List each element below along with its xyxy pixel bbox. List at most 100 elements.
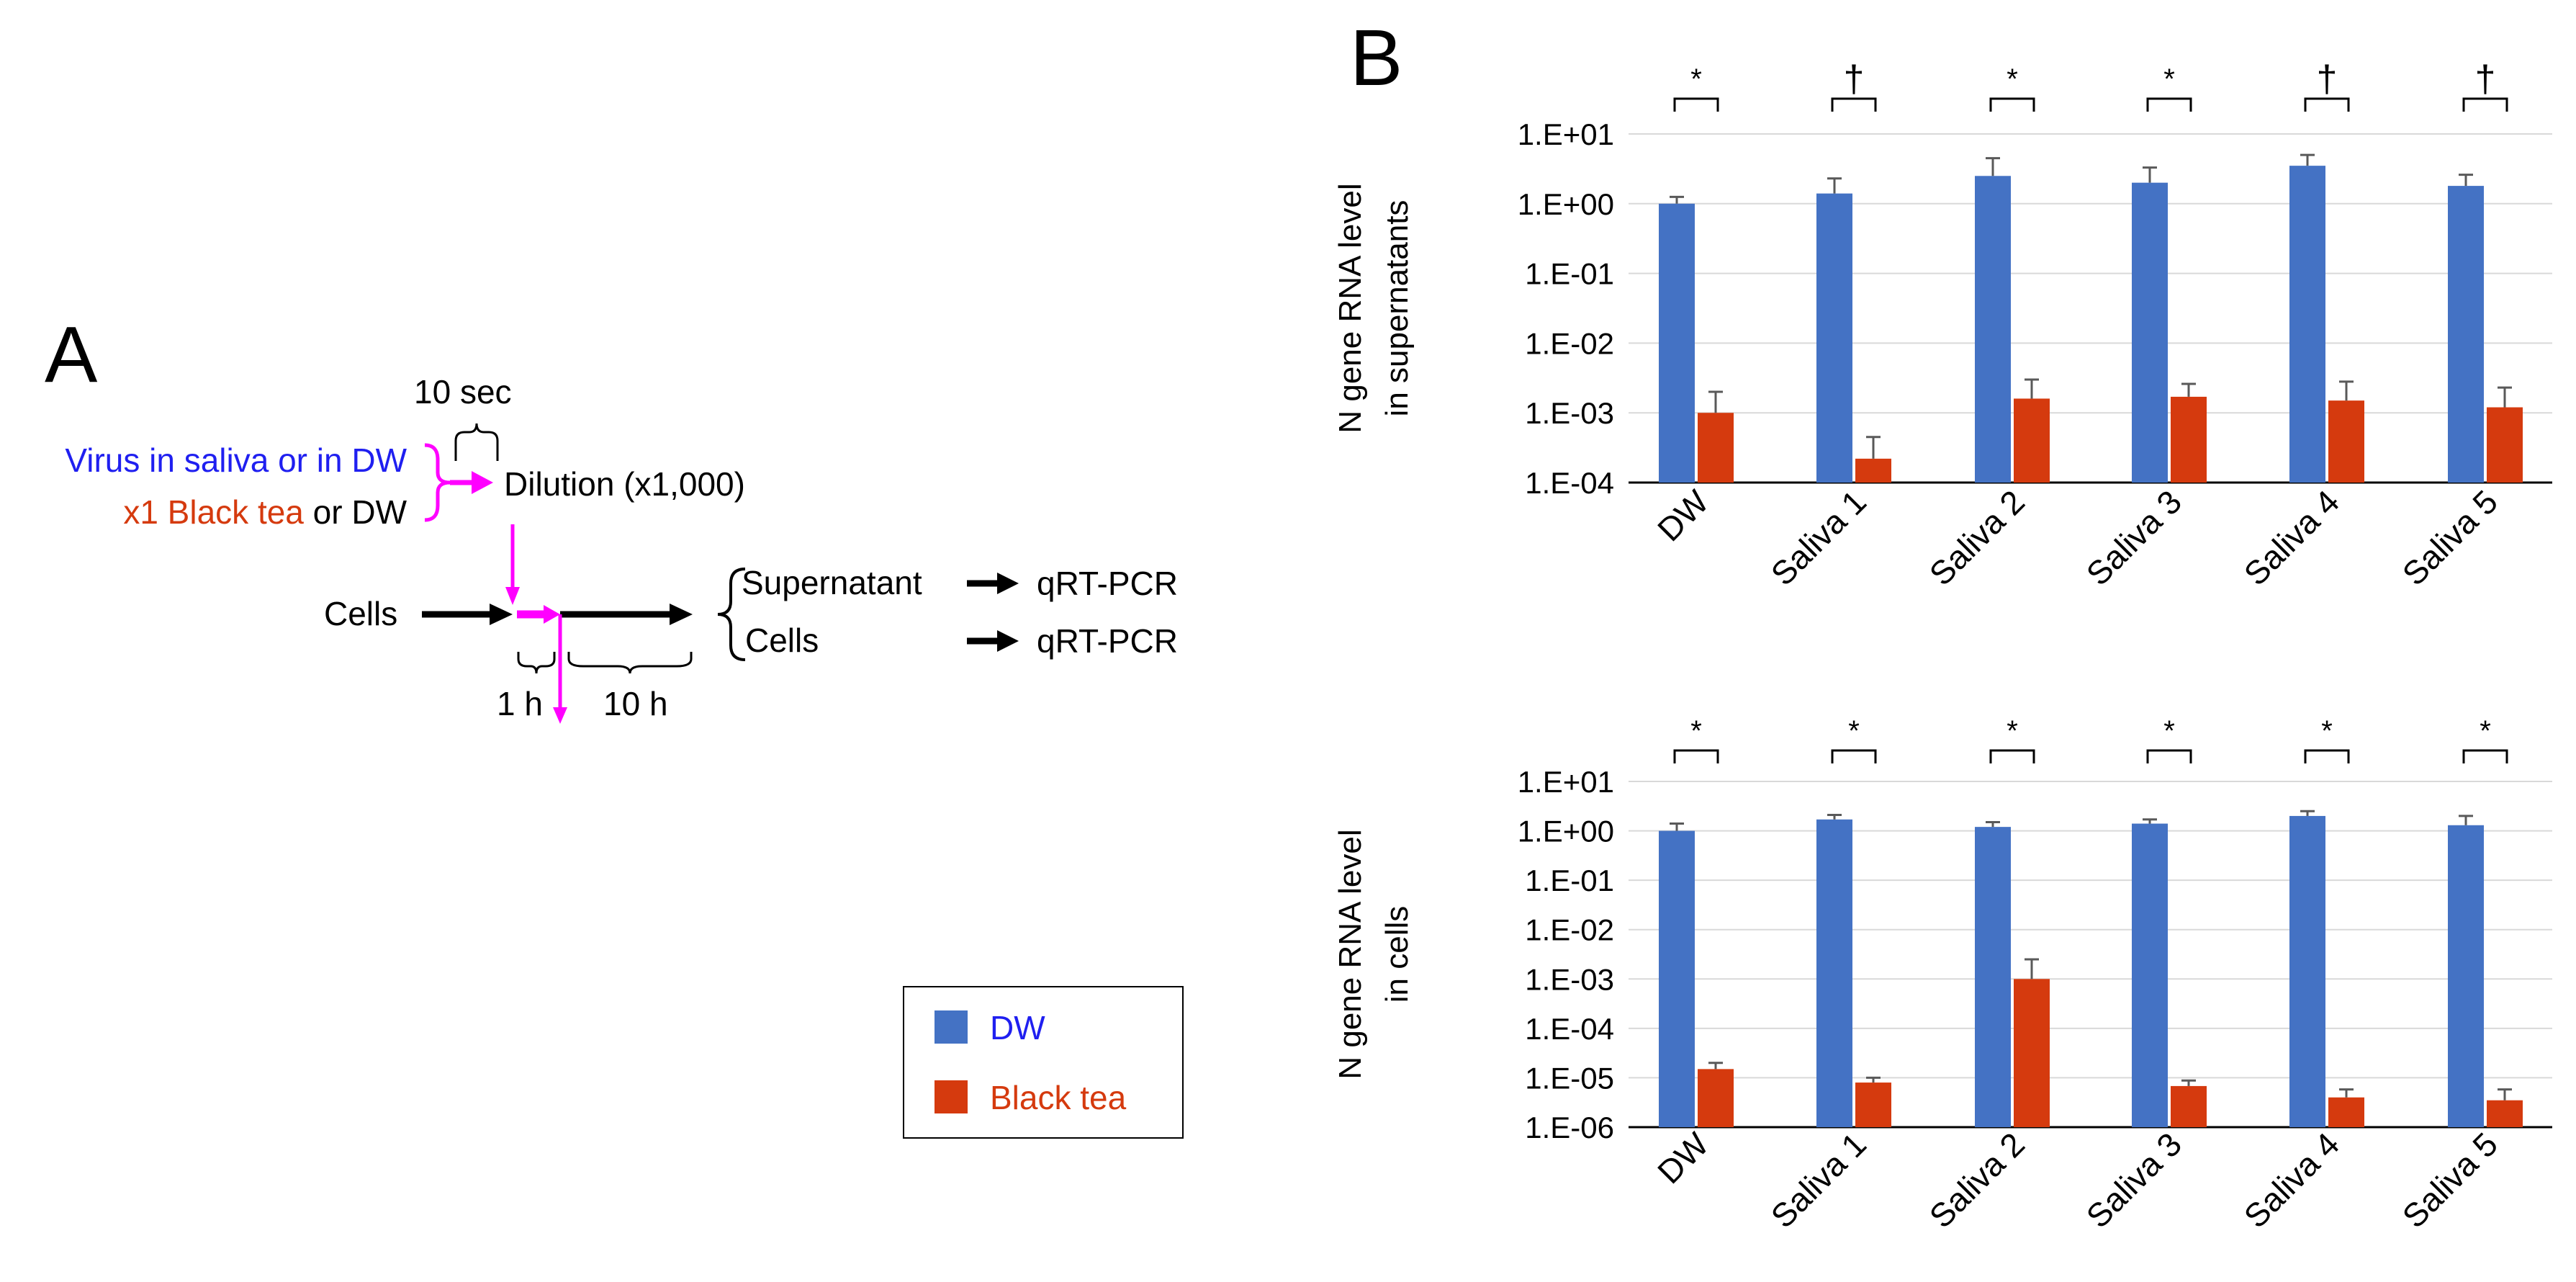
panel-a-schematic: A 10 sec Virus in saliva or in DW x1 Bla… [45,310,1178,724]
significance-bracket [1989,749,2035,763]
time-10h-label: 10 h [603,685,668,722]
time-1h-label: 1 h [497,685,543,722]
qrt-pcr-cells-text: qRT-PCR [1037,622,1178,660]
y-tick-label: 1.E-03 [1525,396,1614,430]
significance-marker: † [2317,58,2338,100]
bar-dw [2448,186,2484,483]
bar-black-tea [2171,1085,2207,1127]
y-tick-label: 1.E-04 [1525,466,1614,500]
legend-swatch-dw [935,1010,968,1044]
time-10sec-label: 10 sec [414,373,512,411]
significance-marker: * [2163,715,2175,747]
brace-10sec [454,423,499,461]
magenta-wash-arrow-head [553,707,567,724]
significance-marker: * [1690,715,1702,747]
significance-bracket [2462,749,2508,763]
brace-1h [517,652,556,674]
y-tick-label: 1.E-02 [1525,326,1614,360]
chart-cells: 1.E+01 1.E+00 1.E-01 1.E-02 1.E-03 1.E-04 1.E-… [1333,715,2552,1235]
black-tea-text: x1 Black tea [123,493,304,531]
y-tick-label: 1.E+00 [1518,815,1614,848]
significance-bracket [2146,97,2192,112]
dilution-text: Dilution (x1,000) [504,465,745,503]
y-axis-label: N gene RNA level [1333,183,1368,433]
x-category-label: DW [1650,483,1716,548]
y-tick-label: 1.E-05 [1525,1061,1614,1095]
bar-dw [2289,166,2325,483]
x-category-label: Saliva 4 [2237,1125,2346,1234]
x-category-label: Saliva 2 [1922,483,2032,592]
significance-marker: * [2007,63,2018,95]
significance-bracket [1673,749,1719,763]
bar-black-tea [2171,396,2207,483]
y-tick-label: 1.E-01 [1525,257,1614,291]
bar-black-tea [2487,1100,2523,1127]
x-category-label: Saliva 4 [2237,483,2346,592]
x-category-label: Saliva 3 [2079,483,2189,592]
y-tick-label: 1.E-04 [1525,1012,1614,1046]
cells-start-text: Cells [324,595,397,632]
qrt-pcr-supernatant-text: qRT-PCR [1037,565,1178,602]
y-tick-label: 1.E-02 [1525,913,1614,947]
y-axis-label: in supernatants [1379,200,1415,417]
bar-dw [1816,819,1852,1127]
bar-dw [1659,830,1695,1127]
significance-bracket [1831,97,1877,112]
x-category-label: Saliva 2 [1922,1125,2032,1234]
bar-black-tea [1698,1069,1734,1127]
significance-bracket [1673,97,1719,112]
bar-dw [2289,815,2325,1127]
significance-bracket [1989,97,2035,112]
x-category-label: Saliva 3 [2079,1125,2189,1234]
legend-label-dw: DW [990,1009,1045,1046]
bar-dw [1659,203,1695,483]
virus-saliva-text: Virus in saliva or in DW [65,441,407,479]
x-category-label: Saliva 5 [2395,1125,2505,1234]
y-tick-label: 1.E-03 [1525,962,1614,996]
arrow-qrt1-head [997,573,1019,594]
bar-black-tea [2328,400,2364,483]
bar-black-tea [2014,398,2050,483]
bar-dw [1975,827,2011,1127]
legend-swatch-black-tea [935,1080,968,1113]
legend: DW Black tea [903,986,1184,1139]
bar-dw [1816,193,1852,483]
significance-bracket [2304,97,2350,112]
bar-black-tea [1698,413,1734,483]
output-brace [717,568,746,661]
y-axis-label: in cells [1379,906,1415,1003]
chart-supernatants: 1.E+01 1.E+00 1.E-01 1.E-02 1.E-03 1.E-04 * DW †… [1333,58,2552,593]
y-tick-label: 1.E+01 [1518,117,1614,151]
black-tea-line: x1 Black tea or DW [123,493,407,531]
black-arrow-1-head [490,604,513,625]
y-tick-label: 1.E-01 [1525,864,1614,897]
y-axis-label: N gene RNA level [1333,829,1368,1079]
significance-marker: † [1844,58,1865,100]
significance-marker: * [2480,715,2491,747]
arrow-qrt2-head [997,630,1019,652]
y-tick-label: 1.E+00 [1518,187,1614,221]
magenta-incubation-head [544,605,560,624]
y-tick-label: 1.E+01 [1518,765,1614,799]
significance-marker: * [2163,63,2175,95]
significance-marker: † [2475,58,2496,100]
significance-bracket [2304,749,2350,763]
brace-10h [567,652,693,674]
x-category-label: Saliva 1 [1764,483,1873,592]
significance-marker: * [1690,63,1702,95]
bar-black-tea [1855,1082,1891,1127]
cells-output-text: Cells [745,622,819,659]
bar-black-tea [2487,407,2523,483]
x-category-label: Saliva 5 [2395,483,2505,592]
y-tick-label: 1.E-06 [1525,1111,1614,1144]
significance-marker: * [1848,715,1860,747]
x-category-label: DW [1650,1125,1716,1191]
significance-bracket [1831,749,1877,763]
bar-dw [1975,176,2011,483]
bar-black-tea [2014,979,2050,1127]
magenta-brace [424,443,451,522]
significance-marker: * [2321,715,2333,747]
significance-marker: * [2007,715,2018,747]
significance-bracket [2462,97,2508,112]
panel-b-label: B [1350,14,1402,102]
